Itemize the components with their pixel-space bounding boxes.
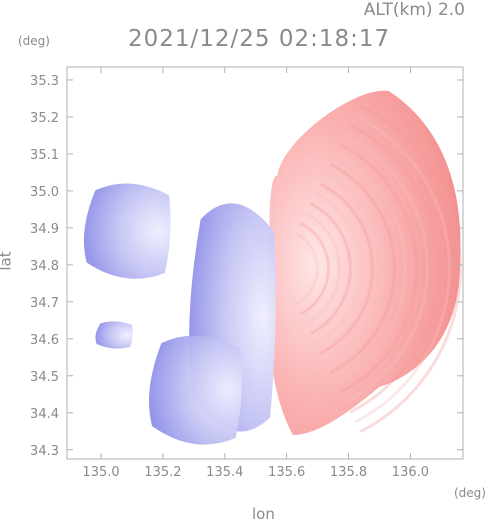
echo-range-arc [324,172,385,365]
echo-range-arc [309,202,352,335]
x-axis-label: lon [252,505,275,523]
y-tick-label: 35.3 [30,74,59,89]
x-tick-label: 135.4 [206,465,243,480]
y-tick-label: 34.3 [30,444,59,459]
echo-range-arc [349,123,440,414]
y-tick-label: 35.0 [30,185,59,200]
approaching-echo-region [95,321,133,349]
y-tick-label: 35.1 [30,148,59,163]
x-tick-label: 135.2 [144,465,181,480]
y-tick-label: 34.7 [30,296,59,311]
echo-range-arc [329,162,396,375]
y-tick-label: 34.9 [30,222,59,237]
x-tick-label: 135.8 [330,465,367,480]
altitude-label: ALT(km) 2.0 [363,0,465,20]
x-tick-label: 135.6 [268,465,305,480]
echo-range-arc [354,113,451,424]
echo-range-arc [344,133,429,404]
y-tick-label: 34.4 [30,407,59,422]
echo-range-arc [314,192,363,345]
x-tick-label: 136.0 [392,465,429,480]
timestamp-title: 2021/12/25 02:18:17 [128,26,391,52]
x-axis-unit: (deg) [454,486,486,500]
y-tick-label: 34.8 [30,259,59,274]
y-axis: 34.3 34.4 34.5 34.6 34.7 34.8 34.9 35.0 35.1 35.2… [30,74,463,459]
echo-range-arc [339,143,418,394]
echo-range-arc [319,182,374,355]
y-tick-label: 34.5 [30,370,59,385]
y-tick-label: 34.6 [30,333,59,348]
echo-range-arc [334,153,407,384]
x-axis: 135.0 135.2 135.4 135.6 135.8 136.0 [82,67,429,480]
approaching-echo-region [83,183,171,279]
approaching-echo-region [148,335,242,445]
echo-range-arc [299,221,330,316]
receding-echo-region [268,90,461,435]
plot-frame [66,66,464,460]
x-tick-label: 135.0 [82,465,119,480]
echo-range-arc [304,211,341,326]
y-axis-unit: (deg) [18,34,50,48]
echo-range-arc [359,104,462,433]
echo-range-arc [294,231,319,306]
velocity-field [83,90,462,445]
y-tick-label: 35.2 [30,111,59,126]
